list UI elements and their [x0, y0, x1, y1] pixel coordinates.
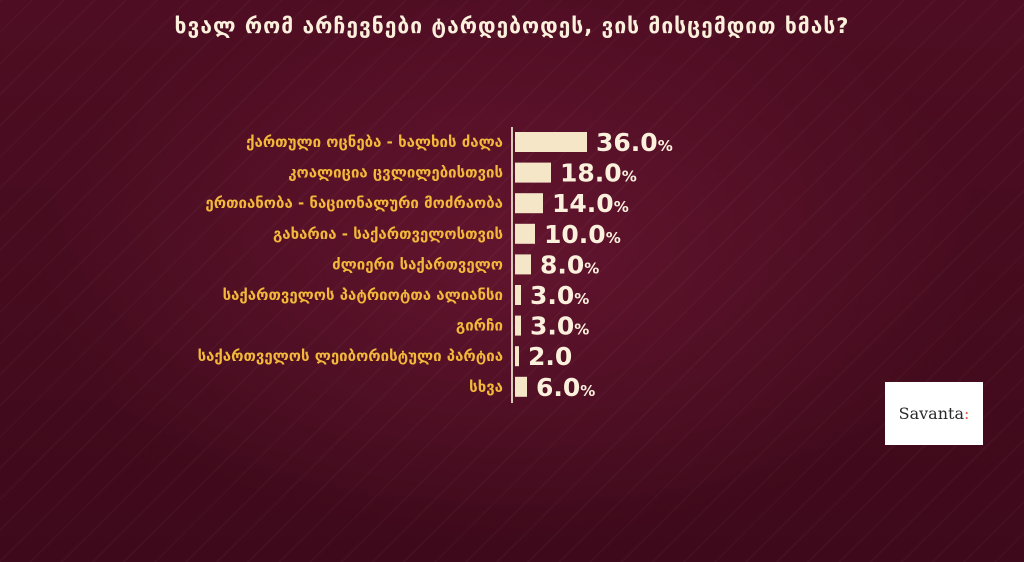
bar — [515, 346, 519, 367]
bar — [515, 162, 551, 183]
category-label: სხვა — [469, 378, 503, 396]
bar — [515, 193, 543, 214]
value-label: 10.0% — [544, 220, 621, 249]
category-label: გირჩი — [456, 317, 503, 335]
bar — [515, 254, 531, 275]
bar — [515, 376, 527, 397]
value-label: 3.0% — [530, 312, 589, 341]
bar — [515, 223, 535, 244]
value-label: 18.0% — [560, 159, 637, 188]
bar — [515, 132, 587, 152]
category-label: ძლიერი საქართველო — [332, 255, 503, 273]
value-label: 2.0 — [528, 342, 572, 371]
value-label: 3.0% — [530, 281, 589, 310]
value-label: 8.0% — [540, 250, 599, 279]
category-label: გახარია - საქართველოსთვის — [273, 225, 503, 243]
category-label: საქართველოს პატრიოტთა ალიანსი — [223, 286, 503, 304]
chart-rows: ქართული ოცნება - ხალხის ძალა 36.0% კოალიცი… — [198, 128, 673, 402]
logo-text: Savanta: — [898, 404, 970, 423]
bar — [515, 315, 521, 336]
category-label: კოალიცია ცვლილებისთვის — [288, 164, 503, 182]
value-label: 36.0% — [596, 128, 673, 157]
chart-title: ხვალ რომ არჩევნები ტარდებოდეს, ვის მისცე… — [174, 14, 850, 38]
savanta-logo: Savanta: — [885, 382, 983, 445]
category-label: ერთიანობა - ნაციონალური მოძრაობა — [205, 194, 503, 212]
category-label: საქართველოს ლეიბორისტული პარტია — [198, 347, 503, 365]
category-label: ქართული ოცნება - ხალხის ძალა — [246, 133, 503, 151]
bar — [515, 285, 521, 305]
value-label: 14.0% — [552, 189, 629, 218]
value-label: 6.0% — [536, 373, 595, 402]
